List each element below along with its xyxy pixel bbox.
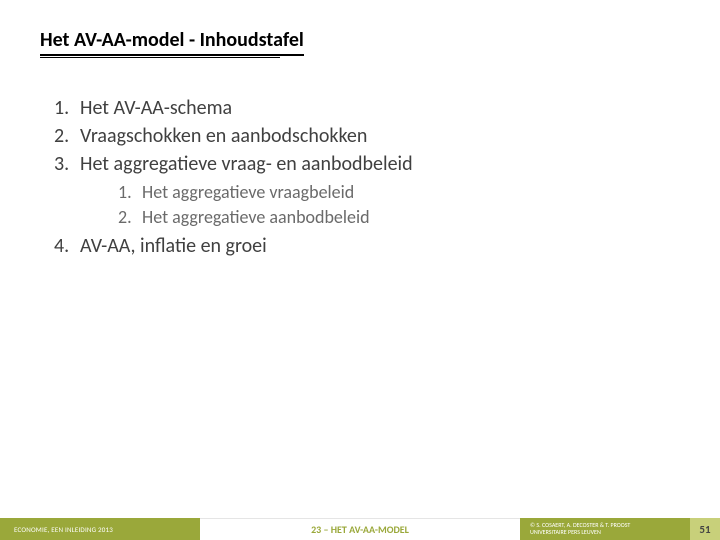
toc-item-text: Het aggregatieve vraag- en aanbodbeleid — [80, 152, 413, 176]
toc-item: Het aggregatieve vraag- en aanbodbeleid … — [54, 150, 680, 230]
slide-title: Het AV-AA-model - Inhoudstafel — [40, 28, 304, 56]
toc-subitem: Het aggregatieve aanbodbeleid — [118, 205, 680, 230]
slide-content: Het AV-AA-schema Vraagschokken en aanbod… — [0, 66, 720, 260]
toc-item-text: Het AV-AA-schema — [80, 96, 232, 120]
toc-item-text: Vraagschokken en aanbodschokken — [80, 124, 367, 148]
page-number: 51 — [690, 518, 720, 540]
footer-copyright-line2: UNIVERSITAIRE PERS LEUVEN — [530, 529, 601, 536]
footer-center: 23 – HET AV-AA-MODEL — [200, 518, 520, 540]
title-underline — [40, 57, 280, 58]
footer-left: ECONOMIE, EEN INLEIDING 2013 — [0, 518, 200, 540]
toc-item: AV-AA, inflatie en groei — [54, 232, 680, 260]
toc-subitem: Het aggregatieve vraagbeleid — [118, 180, 680, 205]
toc-subitem-text: Het aggregatieve aanbodbeleid — [142, 206, 370, 228]
slide-header: Het AV-AA-model - Inhoudstafel — [0, 0, 720, 66]
toc-item: Vraagschokken en aanbodschokken — [54, 122, 680, 150]
slide-footer: ECONOMIE, EEN INLEIDING 2013 23 – HET AV… — [0, 518, 720, 540]
toc-list: Het AV-AA-schema Vraagschokken en aanbod… — [54, 94, 680, 260]
toc-sublist: Het aggregatieve vraagbeleid Het aggrega… — [80, 180, 680, 230]
footer-right: © S. COSAERT, A. DECOSTER & T. PROOST UN… — [520, 518, 690, 540]
toc-item-text: AV-AA, inflatie en groei — [80, 234, 267, 258]
toc-item: Het AV-AA-schema — [54, 94, 680, 122]
toc-subitem-text: Het aggregatieve vraagbeleid — [142, 181, 354, 203]
